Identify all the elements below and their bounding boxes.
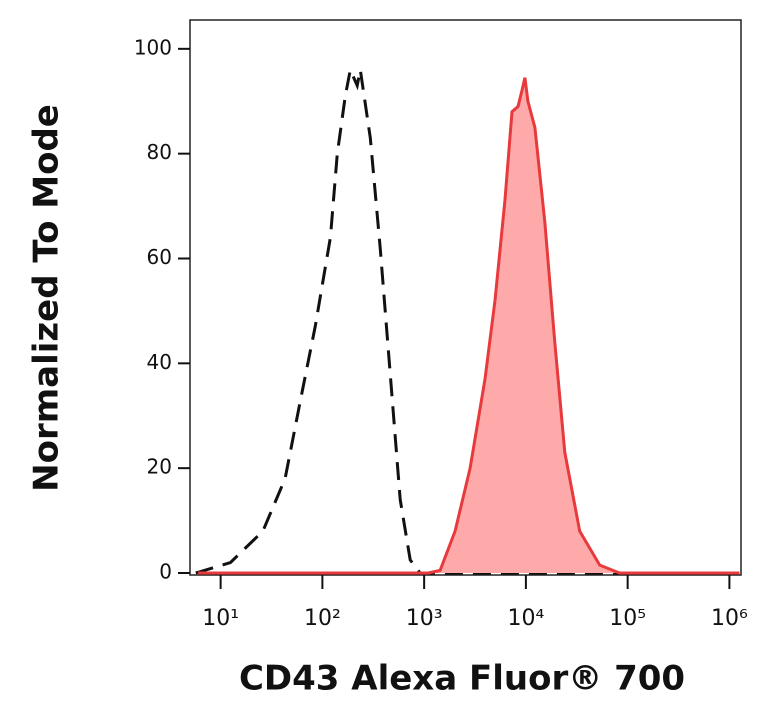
y-tick-label: 80 — [147, 140, 172, 164]
y-axis-title: Normalized To Mode — [27, 104, 67, 492]
x-tick-label: 10⁴ — [507, 606, 544, 631]
y-tick-label: 60 — [147, 245, 172, 269]
x-tick-label: 10¹ — [202, 606, 239, 631]
x-tick-label: 10⁵ — [609, 606, 646, 631]
x-tick-label: 10² — [304, 606, 341, 631]
line — [198, 77, 740, 575]
x-tick-label: 10⁶ — [711, 606, 748, 631]
line — [195, 64, 740, 575]
y-tick-label: 100 — [134, 35, 172, 59]
x-tick-label: 10³ — [406, 606, 443, 631]
plot-frame — [189, 19, 742, 576]
x-axis-title: CD43 Alexa Fluor® 700 — [239, 659, 685, 699]
area — [198, 77, 740, 573]
y-tick-label: 0 — [159, 560, 172, 584]
y-tick-label: 40 — [147, 350, 172, 374]
y-tick-label: 20 — [147, 455, 172, 479]
